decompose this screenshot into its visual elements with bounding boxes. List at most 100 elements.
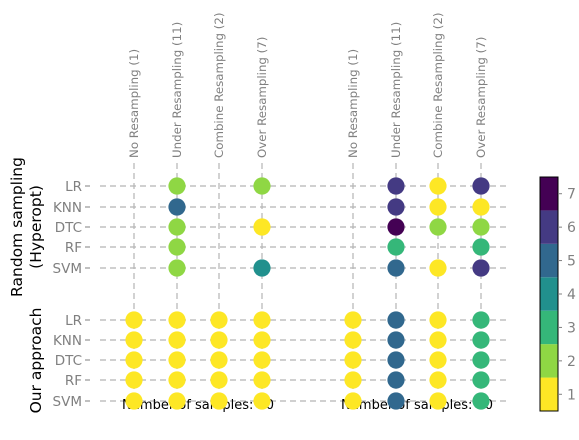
data-dot — [472, 331, 490, 349]
data-dot — [472, 259, 490, 277]
data-dot — [125, 371, 143, 389]
data-dot — [472, 371, 490, 389]
data-dot — [253, 351, 271, 369]
data-dot — [125, 392, 143, 410]
colorbar-tick-label: 2 — [567, 354, 576, 370]
data-dot — [429, 371, 447, 389]
x-axis-label: Number of samples: 50 — [341, 398, 493, 413]
data-dot — [344, 331, 362, 349]
data-dot — [210, 371, 228, 389]
data-dot — [387, 311, 405, 329]
row-group-label: Our approach — [27, 308, 45, 414]
data-dot — [472, 311, 490, 329]
colorbar-segment — [540, 243, 558, 278]
data-dot — [168, 238, 186, 256]
data-dot — [429, 331, 447, 349]
row-tick-label: KNN — [53, 333, 82, 349]
data-dot — [472, 238, 490, 256]
data-dot — [429, 198, 447, 216]
data-dot — [344, 351, 362, 369]
column-label: Combine Resampling (2) — [212, 13, 226, 158]
column-label: Under Resampling (11) — [389, 22, 403, 158]
row-tick-label: LR — [65, 313, 82, 329]
data-dot — [125, 311, 143, 329]
data-dot — [210, 331, 228, 349]
row-tick-label: SVM — [53, 394, 82, 410]
data-dot — [472, 392, 490, 410]
data-dot — [387, 331, 405, 349]
data-dot — [344, 392, 362, 410]
colorbar-segment — [540, 210, 558, 244]
colorbar-segment — [540, 177, 558, 211]
data-dot — [253, 218, 271, 236]
colorbar-segment — [540, 377, 558, 411]
data-dot — [253, 259, 271, 277]
column-label: Over Resampling (7) — [474, 37, 488, 158]
data-dot — [344, 311, 362, 329]
data-dot — [472, 351, 490, 369]
row-tick-label: DTC — [55, 220, 82, 236]
data-dot — [168, 351, 186, 369]
column-label: Under Resampling (11) — [170, 22, 184, 158]
data-dot — [168, 331, 186, 349]
data-dot — [387, 238, 405, 256]
data-dot — [344, 371, 362, 389]
data-dot — [125, 351, 143, 369]
colorbar-tick-label: 4 — [567, 287, 576, 303]
data-dot — [168, 392, 186, 410]
row-tick-label: RF — [65, 373, 82, 389]
data-dot — [429, 259, 447, 277]
column-label: Combine Resampling (2) — [431, 13, 445, 158]
data-dot — [168, 198, 186, 216]
data-dot — [168, 371, 186, 389]
colorbar-segment — [540, 310, 558, 345]
data-dot — [429, 177, 447, 195]
data-dot — [472, 218, 490, 236]
data-dot — [429, 351, 447, 369]
row-tick-label: RF — [65, 240, 82, 256]
colorbar-tick-label: 6 — [567, 220, 576, 236]
colorbar-segment — [540, 277, 558, 311]
x-axis-label: Number of samples: 20 — [122, 398, 274, 413]
colorbar-tick-label: 1 — [567, 387, 576, 403]
data-dot — [168, 177, 186, 195]
column-label: No Resampling (1) — [127, 49, 141, 158]
data-dot — [125, 331, 143, 349]
colorbar-segment — [540, 344, 558, 378]
row-group-label: Random sampling — [8, 157, 26, 297]
column-label: No Resampling (1) — [346, 49, 360, 158]
data-dot — [253, 392, 271, 410]
data-dot — [253, 177, 271, 195]
colorbar-tick-label: 5 — [567, 254, 576, 270]
row-tick-label: SVM — [53, 261, 82, 277]
data-dot — [429, 392, 447, 410]
data-dot — [387, 351, 405, 369]
data-dot — [210, 311, 228, 329]
row-group-label: (Hyperopt) — [27, 185, 45, 269]
data-dot — [168, 259, 186, 277]
data-dot — [168, 311, 186, 329]
data-dot — [472, 198, 490, 216]
data-dot — [253, 311, 271, 329]
data-dot — [210, 392, 228, 410]
data-dot — [253, 331, 271, 349]
data-dot — [472, 177, 490, 195]
data-dot — [429, 311, 447, 329]
row-tick-label: DTC — [55, 353, 82, 369]
row-tick-label: LR — [65, 179, 82, 195]
data-dot — [168, 218, 186, 236]
data-dot — [253, 371, 271, 389]
data-dot — [387, 218, 405, 236]
colorbar-tick-label: 3 — [567, 320, 576, 336]
data-dot — [387, 198, 405, 216]
data-dot — [387, 177, 405, 195]
data-dot — [429, 218, 447, 236]
colorbar-tick-label: 7 — [567, 187, 576, 203]
column-label: Over Resampling (7) — [255, 37, 269, 158]
data-dot — [387, 371, 405, 389]
data-dot — [210, 351, 228, 369]
row-tick-label: KNN — [53, 200, 82, 216]
data-dot — [387, 259, 405, 277]
